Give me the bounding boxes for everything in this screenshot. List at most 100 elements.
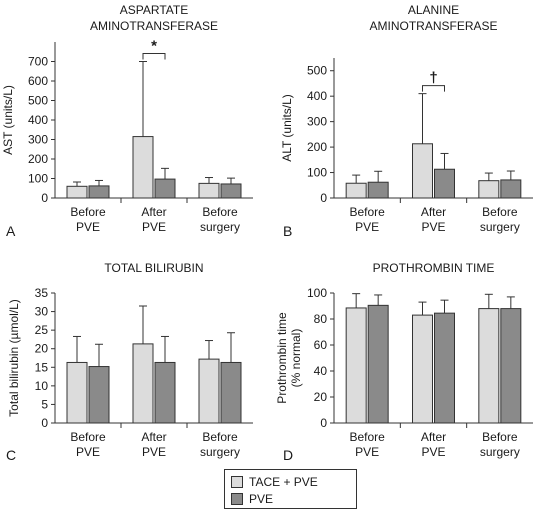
panel-d-y-tick-label: 100 bbox=[307, 286, 327, 300]
panel-b-y-tick-label: 200 bbox=[307, 140, 327, 154]
panel-b-bar-tace-pve bbox=[478, 180, 500, 199]
panel-c-x-tick-label: After bbox=[141, 430, 166, 444]
legend: TACE + PVE PVE bbox=[224, 469, 357, 509]
panel-a-y-label: AST (units/L) bbox=[1, 85, 15, 155]
panel-b-x-tick-label: PVE bbox=[355, 220, 379, 234]
panel-d-title-line: PROTHROMBIN TIME bbox=[373, 261, 495, 275]
panel-a-y-tick-label: 100 bbox=[28, 172, 48, 186]
panel-d-letter: D bbox=[283, 447, 293, 463]
panel-c-letter: C bbox=[6, 447, 16, 463]
panel-a-bar-pve bbox=[88, 185, 110, 199]
panel-b-x-tick-label: PVE bbox=[421, 220, 445, 234]
panel-b-bar-tace-pve bbox=[412, 143, 433, 199]
panel-a-y-tick-label: 0 bbox=[41, 191, 48, 205]
legend-label-tace-pve: TACE + PVE bbox=[249, 475, 318, 489]
panel-a-title-line: ASPARTATE bbox=[120, 3, 188, 17]
panel-c-bar-pve bbox=[154, 361, 176, 424]
panel-b-y-tick-label: 400 bbox=[307, 89, 327, 103]
panel-d-x-tick-label: PVE bbox=[421, 445, 445, 459]
panel-c-x-tick-label: Before bbox=[70, 430, 106, 444]
panel-c-y-tick-label: 10 bbox=[35, 379, 49, 393]
panel-a-y-tick-label: 600 bbox=[28, 74, 48, 88]
panel-c-bar-pve bbox=[88, 366, 110, 424]
panel-a-significance-marker: * bbox=[151, 38, 157, 55]
panel-b-x-tick-label: Before bbox=[349, 205, 385, 219]
panel-d-x-tick-label: PVE bbox=[355, 445, 379, 459]
panel-d-y-tick-label: 20 bbox=[314, 390, 328, 404]
panel-c-y-tick-label: 5 bbox=[41, 397, 48, 411]
panel-d-bar-pve bbox=[434, 312, 455, 424]
panel-b-x-tick-label: Before bbox=[482, 205, 518, 219]
panel-b-x-tick-label: surgery bbox=[480, 220, 520, 234]
panel-a-bar-tace-pve bbox=[66, 185, 88, 199]
panel-a-bar-tace-pve bbox=[198, 182, 220, 199]
panel-c-y-tick-label: 30 bbox=[35, 305, 49, 319]
panel-d-bar-tace-pve bbox=[412, 314, 433, 424]
panel-b-y-tick-label: 500 bbox=[307, 64, 327, 78]
panel-c-bar-tace-pve bbox=[66, 361, 88, 424]
panel-d-y-tick-label: 40 bbox=[314, 364, 328, 378]
panel-b-y-tick-label: 300 bbox=[307, 115, 327, 129]
panel-c-x-tick-label: PVE bbox=[142, 445, 166, 459]
panel-a-x-tick-label: Before bbox=[202, 205, 238, 219]
panel-d-y-tick-label: 80 bbox=[314, 312, 328, 326]
panel-b-x-tick-label: After bbox=[421, 205, 446, 219]
panel-d-y-tick-label: 60 bbox=[314, 338, 328, 352]
panel-b-bar-pve bbox=[500, 179, 522, 199]
panel-b-bar-tace-pve bbox=[345, 182, 367, 199]
panel-c-y-tick-label: 15 bbox=[35, 360, 49, 374]
panel-b-title-line: ALANINE bbox=[408, 3, 459, 17]
panel-a-y-tick-label: 500 bbox=[28, 94, 48, 108]
panel-a-x-tick-label: PVE bbox=[142, 220, 166, 234]
legend-swatch-tace-pve bbox=[231, 476, 243, 488]
panel-b-bar-pve bbox=[367, 181, 389, 199]
panel-d-x-tick-label: After bbox=[421, 430, 446, 444]
panel-a-title-line: AMINOTRANSFERASE bbox=[90, 19, 218, 33]
panel-d-x-tick-label: surgery bbox=[480, 445, 520, 459]
panel-b-significance-marker: † bbox=[429, 70, 437, 87]
panel-d-bar-tace-pve bbox=[478, 308, 500, 424]
panel-c-y-tick-label: 20 bbox=[35, 342, 49, 356]
panel-d-x-tick-label: Before bbox=[349, 430, 385, 444]
panel-a-x-tick-label: PVE bbox=[76, 220, 100, 234]
panel-c-y-tick-label: 25 bbox=[35, 323, 49, 337]
panel-c-x-tick-label: Before bbox=[202, 430, 238, 444]
legend-item-pve: PVE bbox=[231, 492, 273, 506]
panel-c-bar-tace-pve bbox=[198, 358, 220, 424]
panel-a-x-tick-label: Before bbox=[70, 205, 106, 219]
panel-d-bar-pve bbox=[367, 304, 389, 424]
panel-a-significance-bracket bbox=[142, 53, 166, 60]
panel-a-y-tick-label: 200 bbox=[28, 152, 48, 166]
panel-d-bar-pve bbox=[500, 308, 522, 424]
panel-b-significance-bracket bbox=[422, 85, 445, 92]
panel-d-bar-tace-pve bbox=[345, 307, 367, 424]
panel-a-bar-tace-pve bbox=[132, 136, 154, 199]
panel-b-y-label: ALT (units/L) bbox=[280, 94, 294, 162]
legend-label-pve: PVE bbox=[249, 492, 274, 506]
panel-a-x-tick-label: surgery bbox=[200, 220, 240, 234]
panel-a-letter: A bbox=[6, 223, 16, 239]
panel-d-x-tick-label: Before bbox=[482, 430, 518, 444]
panel-c-y-tick-label: 35 bbox=[35, 286, 49, 300]
panel-c-x-tick-label: PVE bbox=[76, 445, 100, 459]
panel-a-y-tick-label: 400 bbox=[28, 113, 48, 127]
panel-b-letter: B bbox=[283, 223, 292, 239]
panel-c-y-label: Total bilirubin (µmol/L) bbox=[7, 299, 21, 417]
panel-d-y-tick-label: 0 bbox=[320, 416, 327, 430]
panel-b-y-tick-label: 0 bbox=[320, 191, 327, 205]
panel-a-x-tick-label: After bbox=[141, 205, 166, 219]
legend-swatch-pve bbox=[231, 493, 243, 505]
panel-a-y-tick-label: 700 bbox=[28, 55, 48, 69]
panel-a-bar-pve bbox=[154, 178, 176, 199]
panel-b-bar-pve bbox=[434, 168, 455, 199]
panel-a-bar-pve bbox=[220, 183, 242, 199]
panel-c-title-line: TOTAL BILIRUBIN bbox=[104, 261, 203, 275]
panel-b-title-line: AMINOTRANSFERASE bbox=[369, 19, 497, 33]
panel-b-y-tick-label: 100 bbox=[307, 166, 327, 180]
panel-c-x-tick-label: surgery bbox=[200, 445, 240, 459]
panel-c-bar-pve bbox=[220, 361, 242, 424]
panel-d-y-label: Prothrombin time bbox=[275, 312, 289, 404]
panel-a-y-tick-label: 300 bbox=[28, 133, 48, 147]
panel-c-y-tick-label: 0 bbox=[41, 416, 48, 430]
